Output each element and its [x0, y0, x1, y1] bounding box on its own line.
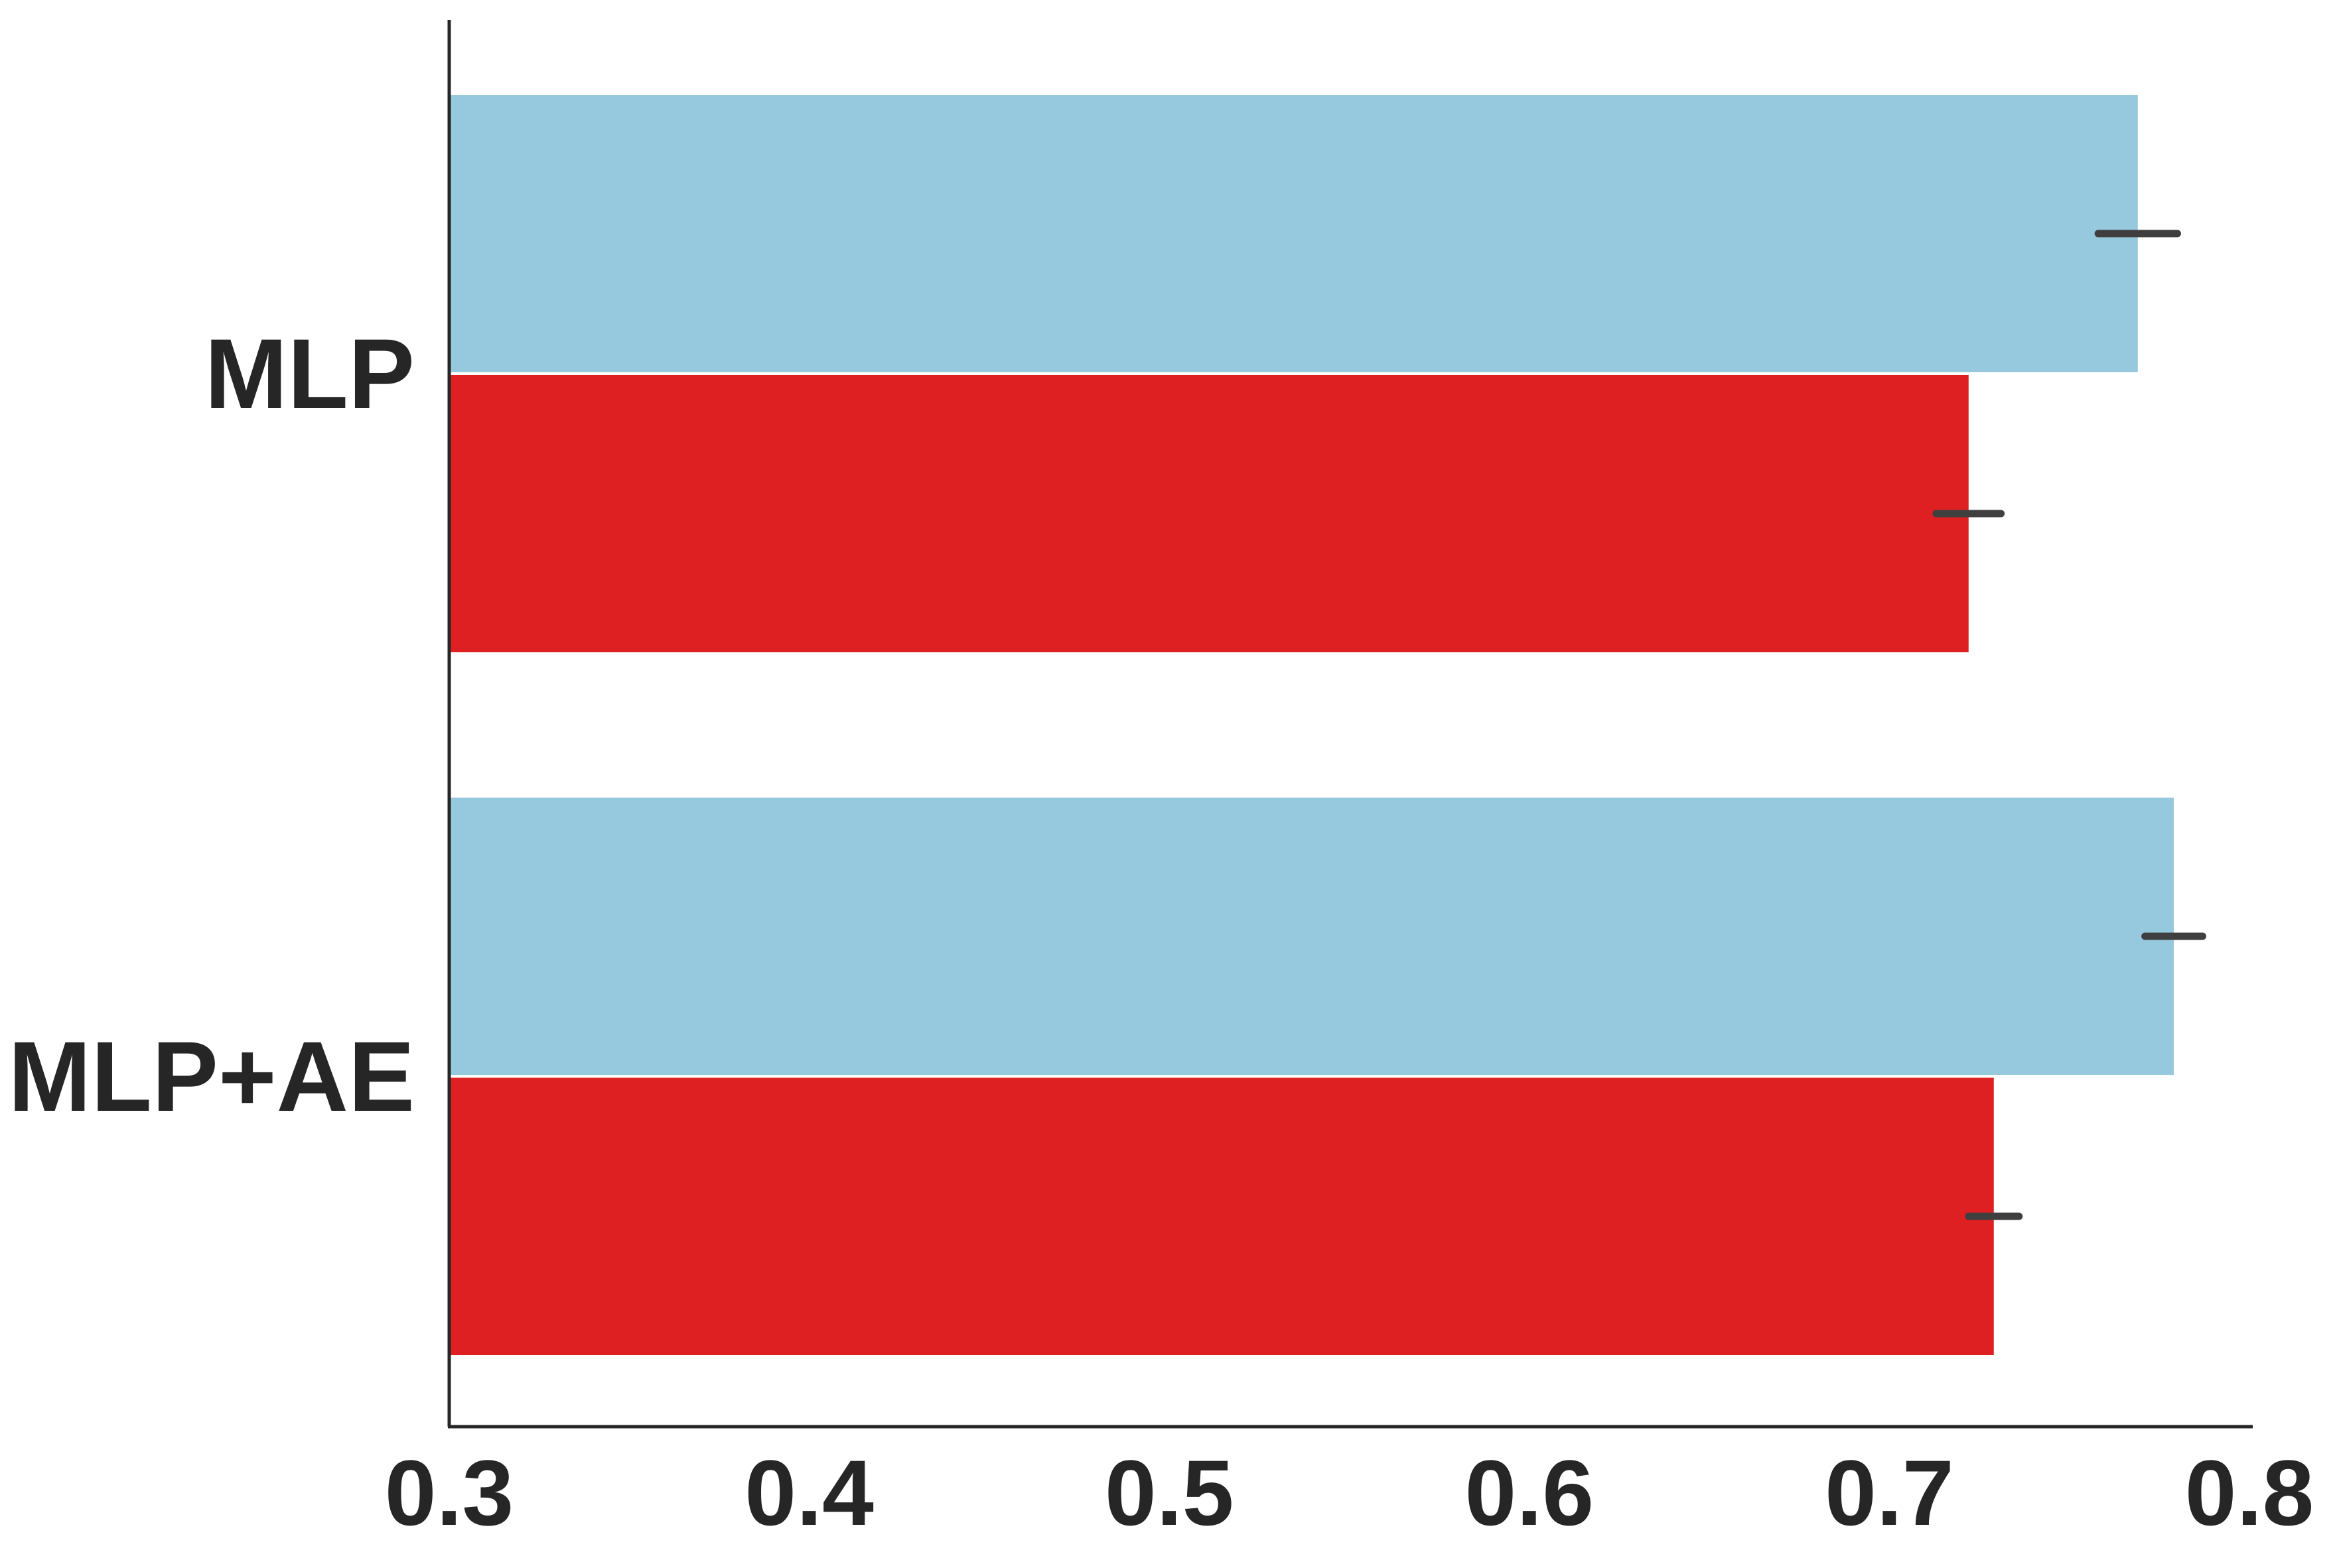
bar-mlp-series-1 [449, 95, 2138, 372]
x-tick-label: 0.6 [1464, 1441, 1594, 1545]
bars-group [449, 95, 2174, 1355]
x-tick-label: 0.8 [2185, 1441, 2314, 1545]
x-tick-label: 0.5 [1105, 1441, 1234, 1545]
bar-mlp-ae-series-2 [449, 1078, 1994, 1355]
category-labels: MLP MLP+AE [8, 318, 415, 1132]
x-tick-label: 0.7 [1825, 1441, 1954, 1545]
error-bars-group [1932, 230, 2206, 1220]
category-label: MLP [204, 318, 415, 429]
category-label: MLP+AE [8, 1021, 415, 1132]
x-tick-label: 0.4 [744, 1441, 874, 1545]
bar-mlp-ae-series-1 [449, 798, 2174, 1075]
bar-mlp-series-2 [449, 375, 1969, 652]
x-tick-labels: 0.3 0.4 0.5 0.6 0.7 0.8 [385, 1441, 2314, 1545]
x-tick-label: 0.3 [385, 1441, 514, 1545]
